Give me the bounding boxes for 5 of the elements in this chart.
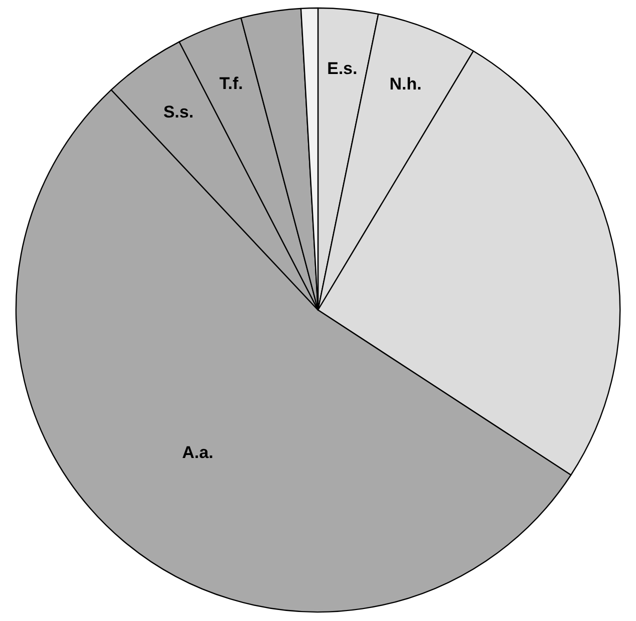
- slice-label: N.h.: [389, 74, 422, 94]
- slice-label: S.s.: [163, 102, 194, 122]
- slice-label: A.a.: [182, 443, 214, 462]
- slice-label: T.f.: [219, 74, 243, 94]
- slice-label: E.s.: [327, 59, 358, 78]
